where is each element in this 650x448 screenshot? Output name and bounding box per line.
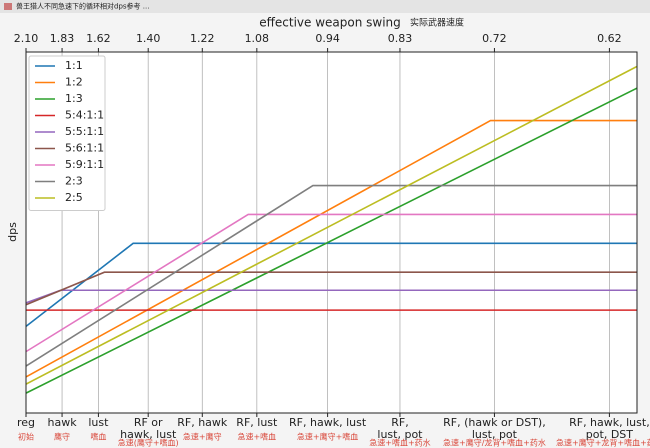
legend-label: 5:5:1:1 bbox=[65, 125, 104, 138]
series-line bbox=[25, 213, 637, 353]
x-tick-label: 0.83 bbox=[388, 32, 413, 45]
x-tick-label: 0.62 bbox=[597, 32, 622, 45]
plot-area bbox=[26, 52, 637, 413]
category-note: 急速+嗜血 bbox=[237, 432, 276, 442]
category-note: 鹰守 bbox=[54, 432, 70, 442]
legend-label: 2:5 bbox=[65, 191, 83, 204]
category-note: 急速(鹰守+嗜血) bbox=[118, 438, 179, 448]
category-label: lust, pot bbox=[472, 428, 518, 441]
category-label: RF, bbox=[391, 416, 408, 429]
category-label: RF, hawk, lust, bbox=[569, 416, 650, 429]
y-axis-title: dps bbox=[6, 222, 19, 242]
x-tick-label: 1.08 bbox=[245, 32, 270, 45]
category-label: hawk, lust bbox=[120, 428, 177, 441]
category-note: 急速+鹰守+龙背+嗜血+药水 bbox=[556, 438, 650, 448]
legend-label: 1:1 bbox=[65, 59, 83, 72]
series-line bbox=[25, 271, 637, 306]
plot-frame bbox=[25, 51, 638, 414]
app-icon bbox=[4, 3, 12, 10]
x-tick-label: 0.94 bbox=[315, 32, 340, 45]
legend-label: 1:2 bbox=[65, 76, 83, 89]
x-tick-label: 2.10 bbox=[14, 32, 39, 45]
window-title: 兽王猎人不同急速下的循环相对dps参考 ... bbox=[16, 2, 149, 11]
legend-label: 5:6:1:1 bbox=[65, 142, 104, 155]
category-label: lust, pot bbox=[377, 428, 423, 441]
category-label: RF, (hawk or DST), bbox=[443, 416, 546, 429]
legend-box bbox=[28, 55, 106, 211]
x-tick-label: 0.72 bbox=[482, 32, 507, 45]
series-line bbox=[25, 242, 637, 327]
category-label: RF, hawk, lust bbox=[289, 416, 367, 429]
x-axis-title: effective weapon swing bbox=[259, 16, 401, 30]
category-note: 急速+嗜血+药水 bbox=[369, 438, 430, 448]
x-tick-label: 1.83 bbox=[50, 32, 75, 45]
legend-label: 1:3 bbox=[65, 92, 83, 105]
category-label: hawk bbox=[48, 416, 78, 429]
x-tick-label: 1.40 bbox=[136, 32, 161, 45]
legend: 1:1 1:2 1:3 5:4:1:1 5:5:1:1 5:6:1:1 5:9:1:1 2:3… bbox=[28, 55, 106, 211]
category-note: 急速+鹰守/龙背+嗜血+药水 bbox=[443, 438, 546, 448]
category-label: pot, DST bbox=[586, 428, 633, 441]
category-note: 初始 bbox=[18, 432, 34, 442]
category-label: reg bbox=[17, 416, 35, 429]
category-label: RF, hawk bbox=[177, 416, 228, 429]
category-label: RF, lust bbox=[236, 416, 278, 429]
legend-label: 5:4:1:1 bbox=[65, 109, 104, 122]
series-line bbox=[25, 119, 637, 378]
category-label: lust bbox=[88, 416, 109, 429]
category-note: 急速+鹰守 bbox=[183, 432, 222, 442]
lines bbox=[25, 65, 638, 394]
x-axis-note: 实际武器速度 bbox=[410, 17, 464, 29]
title-bar bbox=[0, 0, 650, 13]
ticks: 2.10 reg 初始 1.83 hawk 鹰守 1.62 lust 嗜血 1.40 RF orha… bbox=[14, 32, 650, 448]
series-line bbox=[25, 65, 638, 385]
category-note: 急速+鹰守+嗜血 bbox=[297, 432, 358, 442]
x-tick-label: 1.62 bbox=[86, 32, 111, 45]
legend-label: 5:9:1:1 bbox=[65, 158, 104, 171]
category-note: 嗜血 bbox=[90, 432, 106, 442]
x-tick-label: 1.22 bbox=[190, 32, 215, 45]
legend-label: 2:3 bbox=[65, 175, 83, 188]
series-line bbox=[25, 87, 638, 394]
series-line bbox=[25, 184, 637, 367]
category-label: RF or bbox=[134, 416, 163, 429]
